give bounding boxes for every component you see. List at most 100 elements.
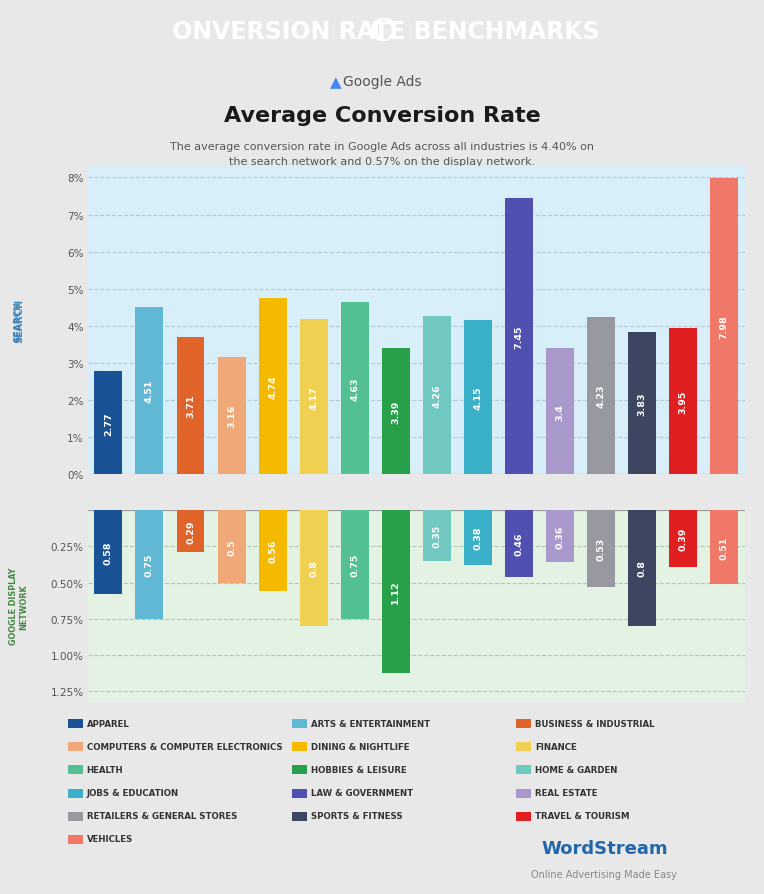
Text: 0.51: 0.51 bbox=[720, 536, 729, 559]
Text: 0.53: 0.53 bbox=[597, 537, 606, 561]
Bar bbox=[669, 328, 698, 475]
Text: SPORTS & FITNESS: SPORTS & FITNESS bbox=[311, 812, 403, 821]
Bar bbox=[176, 510, 205, 552]
Text: 0.46: 0.46 bbox=[514, 532, 523, 555]
Text: 0.38: 0.38 bbox=[474, 527, 483, 550]
FancyBboxPatch shape bbox=[68, 765, 83, 774]
Bar bbox=[588, 318, 615, 475]
FancyBboxPatch shape bbox=[516, 720, 531, 729]
FancyBboxPatch shape bbox=[292, 789, 306, 797]
Text: Google Ads: Google Ads bbox=[343, 75, 421, 89]
Text: ONVERSION RATE BENCHMARKS: ONVERSION RATE BENCHMARKS bbox=[164, 21, 600, 44]
Text: JOBS & EDUCATION: JOBS & EDUCATION bbox=[86, 789, 179, 797]
FancyBboxPatch shape bbox=[292, 720, 306, 729]
FancyBboxPatch shape bbox=[68, 720, 83, 729]
Text: 3.71: 3.71 bbox=[186, 394, 195, 417]
Text: 0.8: 0.8 bbox=[309, 560, 319, 577]
Bar bbox=[711, 510, 738, 585]
Text: 3.39: 3.39 bbox=[391, 401, 400, 424]
Text: VEHICLES: VEHICLES bbox=[86, 835, 133, 844]
Text: Average Conversion Rate: Average Conversion Rate bbox=[224, 105, 540, 125]
Bar bbox=[299, 320, 328, 475]
Text: 4.23: 4.23 bbox=[597, 384, 606, 408]
FancyBboxPatch shape bbox=[516, 812, 531, 821]
FancyBboxPatch shape bbox=[292, 765, 306, 774]
Bar bbox=[95, 510, 122, 595]
Text: 7.98: 7.98 bbox=[720, 315, 729, 339]
FancyBboxPatch shape bbox=[68, 789, 83, 797]
Text: APPAREL: APPAREL bbox=[86, 719, 129, 728]
Text: BUSINESS & INDUSTRIAL: BUSINESS & INDUSTRIAL bbox=[535, 719, 655, 728]
Bar bbox=[464, 510, 492, 565]
Bar bbox=[382, 510, 410, 673]
Bar bbox=[505, 198, 533, 475]
Text: 4.74: 4.74 bbox=[268, 375, 277, 399]
Bar bbox=[628, 510, 656, 627]
Text: 4.17: 4.17 bbox=[309, 385, 319, 409]
Text: 0.36: 0.36 bbox=[555, 525, 565, 548]
Text: 0.5: 0.5 bbox=[227, 538, 236, 555]
Bar bbox=[464, 321, 492, 475]
Text: 0.75: 0.75 bbox=[350, 553, 359, 577]
Text: 4.51: 4.51 bbox=[145, 379, 154, 403]
Text: 4.15: 4.15 bbox=[474, 386, 483, 409]
Text: 4.63: 4.63 bbox=[350, 377, 359, 401]
Bar bbox=[382, 349, 410, 475]
Text: RETAILERS & GENERAL STORES: RETAILERS & GENERAL STORES bbox=[86, 812, 237, 821]
Bar bbox=[341, 303, 369, 475]
Bar bbox=[259, 299, 286, 475]
Text: 0.58: 0.58 bbox=[104, 541, 113, 564]
Bar bbox=[135, 510, 163, 620]
Bar bbox=[423, 510, 451, 561]
FancyBboxPatch shape bbox=[516, 765, 531, 774]
Bar bbox=[669, 510, 698, 567]
Text: 1.12: 1.12 bbox=[391, 580, 400, 603]
Bar bbox=[423, 316, 451, 475]
Bar bbox=[588, 510, 615, 587]
FancyBboxPatch shape bbox=[292, 812, 306, 821]
Text: 0.8: 0.8 bbox=[638, 560, 647, 577]
Bar bbox=[218, 358, 245, 475]
Bar bbox=[505, 510, 533, 577]
Text: 0.56: 0.56 bbox=[268, 539, 277, 562]
Bar bbox=[341, 510, 369, 620]
Bar bbox=[299, 510, 328, 627]
Bar bbox=[628, 333, 656, 475]
Text: Online Advertising Made Easy: Online Advertising Made Easy bbox=[532, 869, 677, 879]
Text: 0.35: 0.35 bbox=[432, 524, 442, 547]
Bar bbox=[176, 337, 205, 475]
Text: WordStream: WordStream bbox=[541, 839, 668, 857]
Text: 3.95: 3.95 bbox=[678, 390, 688, 413]
Text: 7.45: 7.45 bbox=[514, 325, 523, 349]
Text: DINING & NIGHTLIFE: DINING & NIGHTLIFE bbox=[311, 742, 410, 751]
Text: SEARCH: SEARCH bbox=[14, 299, 24, 343]
Text: The average conversion rate in Google Ads across all industries is 4.40% on
the : The average conversion rate in Google Ad… bbox=[170, 141, 594, 167]
FancyBboxPatch shape bbox=[68, 743, 83, 752]
Text: 0.29: 0.29 bbox=[186, 519, 195, 544]
Text: LAW & GOVERNMENT: LAW & GOVERNMENT bbox=[311, 789, 413, 797]
Text: 0.75: 0.75 bbox=[145, 553, 154, 577]
Bar bbox=[546, 349, 574, 475]
Text: 4.26: 4.26 bbox=[432, 384, 442, 408]
FancyBboxPatch shape bbox=[68, 812, 83, 821]
Text: REAL ESTATE: REAL ESTATE bbox=[535, 789, 597, 797]
Text: HEALTH: HEALTH bbox=[86, 765, 123, 774]
Bar bbox=[546, 510, 574, 562]
Text: ▲: ▲ bbox=[330, 75, 342, 89]
Text: GOOGLE DISPLAY
NETWORK: GOOGLE DISPLAY NETWORK bbox=[8, 568, 28, 645]
FancyBboxPatch shape bbox=[516, 743, 531, 752]
Text: ARTS & ENTERTAINMENT: ARTS & ENTERTAINMENT bbox=[311, 719, 430, 728]
Text: 3.16: 3.16 bbox=[227, 404, 236, 428]
Bar bbox=[135, 308, 163, 475]
Bar bbox=[711, 179, 738, 475]
Text: 0.39: 0.39 bbox=[678, 527, 688, 551]
Text: C: C bbox=[370, 17, 394, 47]
Text: 2.77: 2.77 bbox=[104, 411, 113, 435]
Text: TRAVEL & TOURISM: TRAVEL & TOURISM bbox=[535, 812, 630, 821]
Text: 3.83: 3.83 bbox=[638, 392, 647, 416]
Text: 3.4: 3.4 bbox=[555, 403, 565, 420]
Text: FINANCE: FINANCE bbox=[535, 742, 577, 751]
Text: HOBBIES & LEISURE: HOBBIES & LEISURE bbox=[311, 765, 406, 774]
Text: COMPUTERS & COMPUTER ELECTRONICS: COMPUTERS & COMPUTER ELECTRONICS bbox=[86, 742, 282, 751]
Bar bbox=[218, 510, 245, 583]
